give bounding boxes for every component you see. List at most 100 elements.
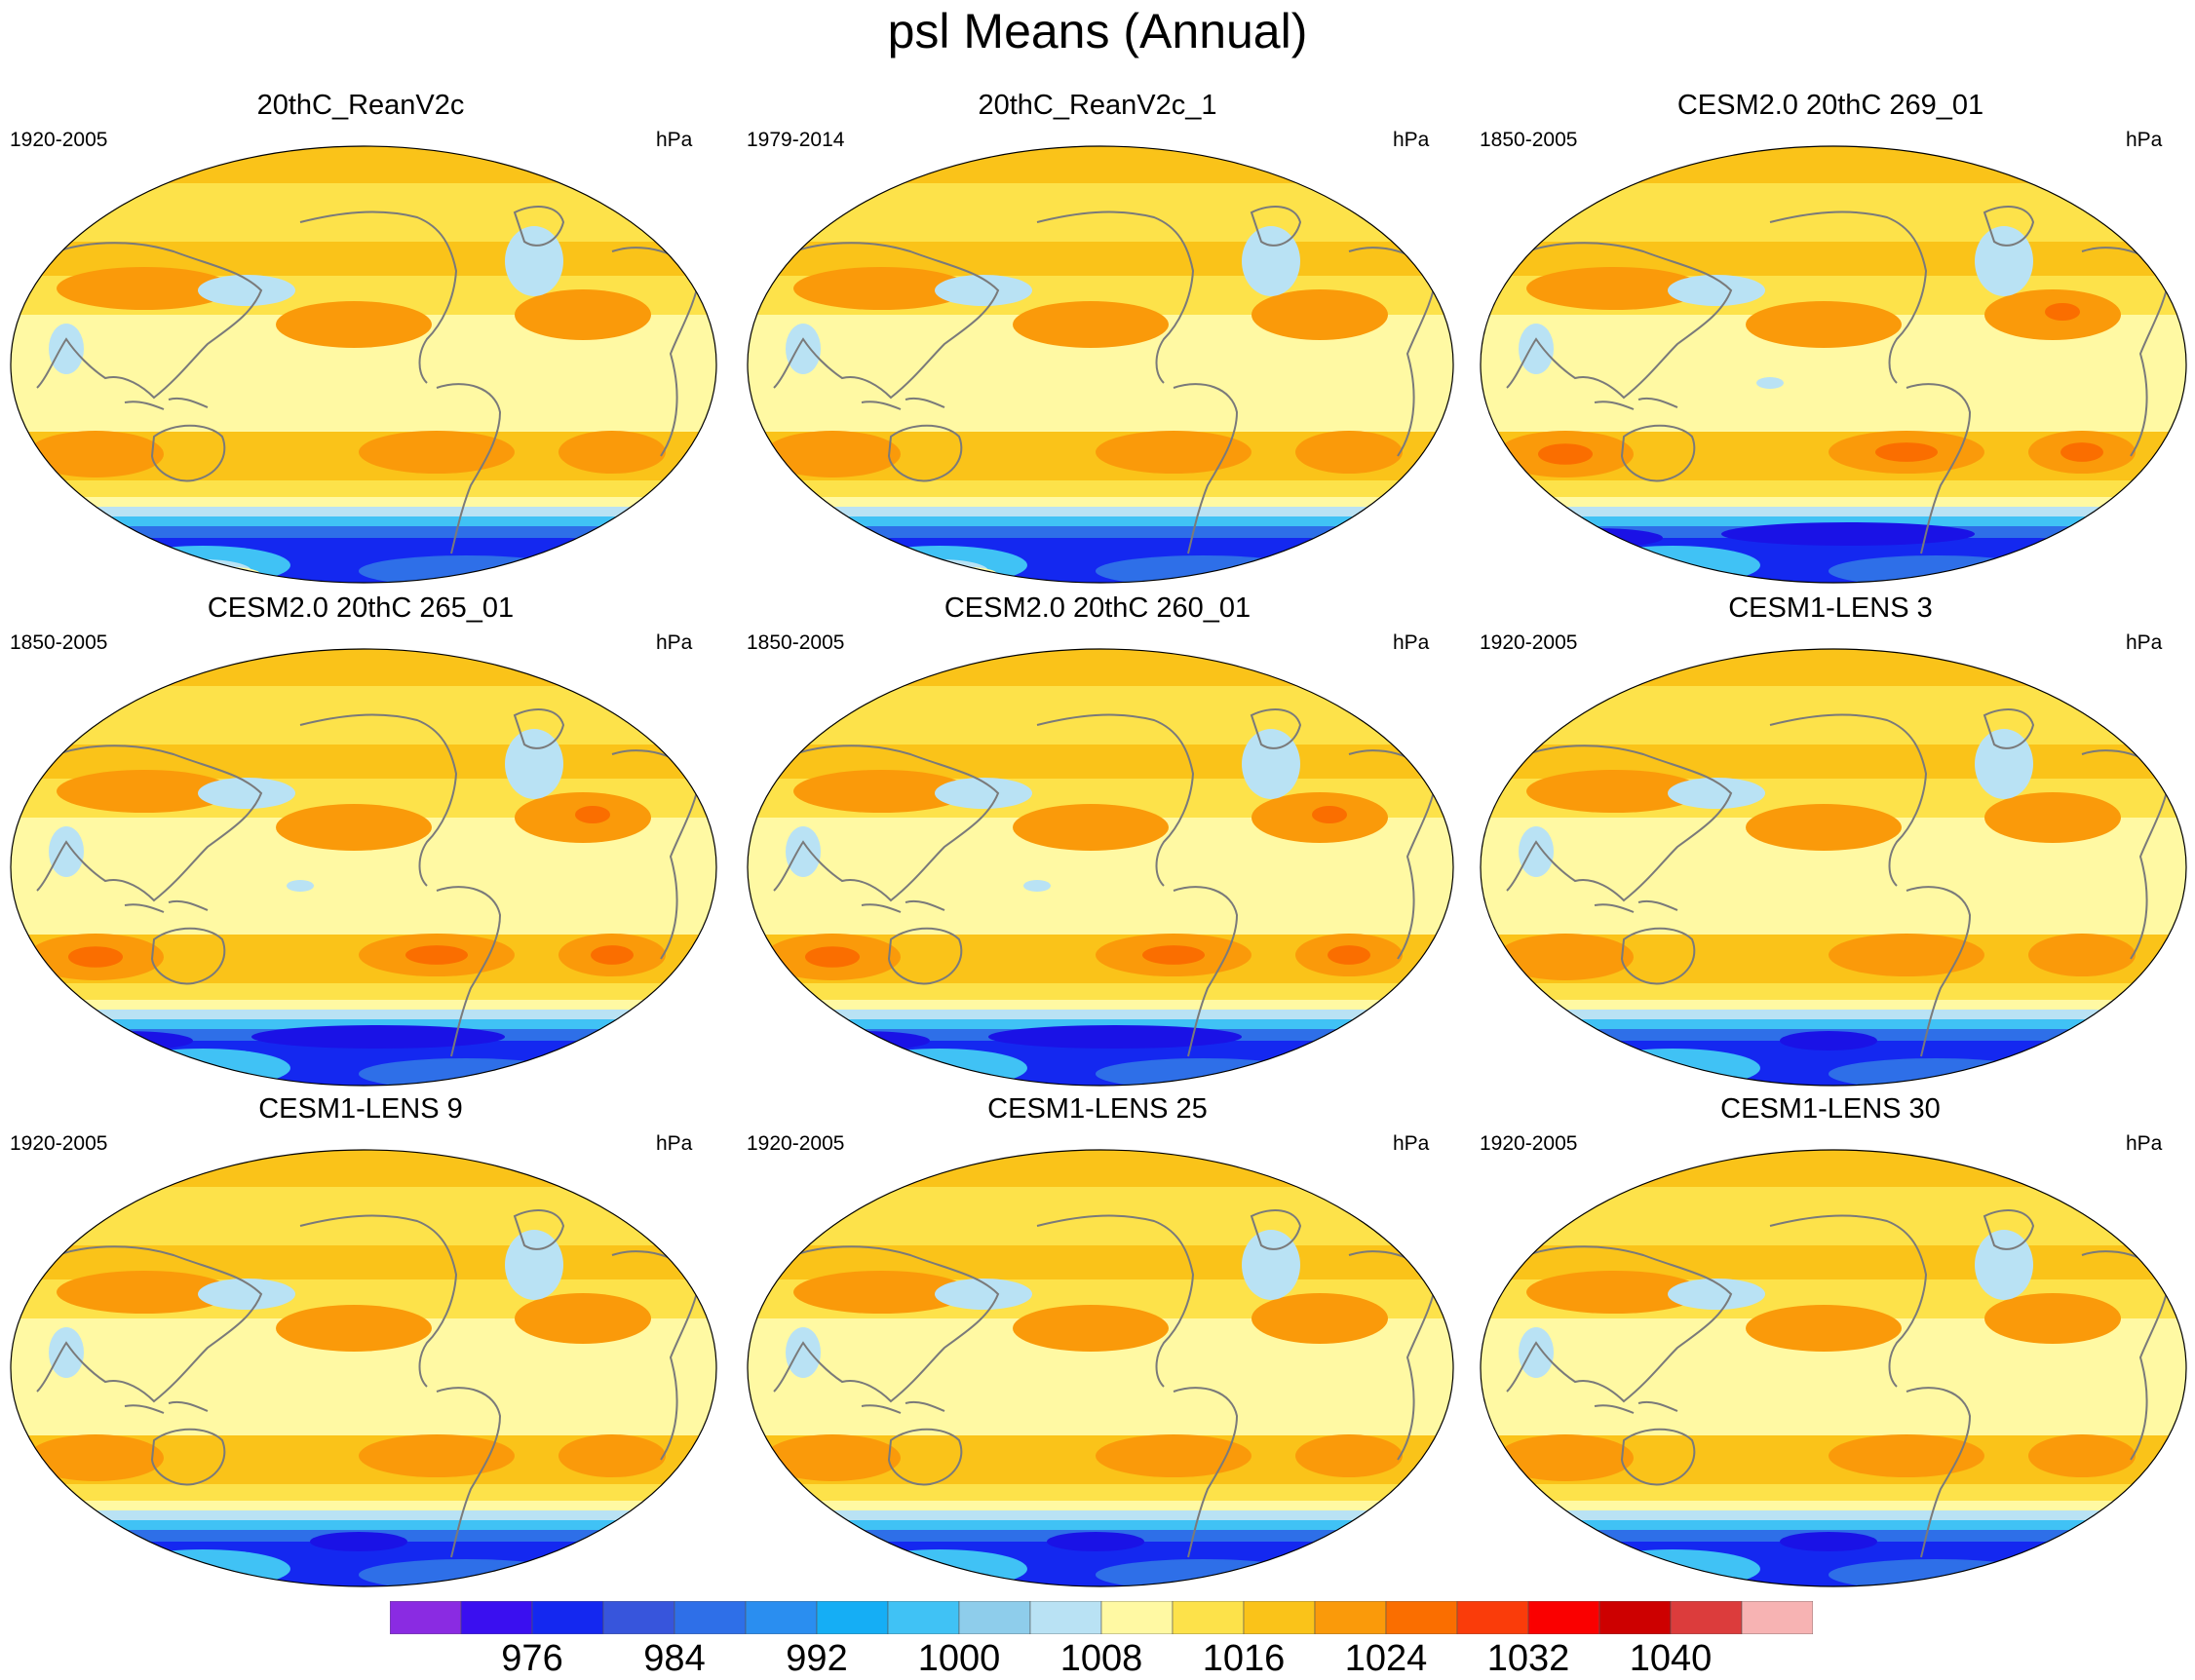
map-boundary xyxy=(10,648,717,1087)
colorbar-box xyxy=(1670,1601,1743,1634)
global-map xyxy=(1480,648,2187,1087)
global-map xyxy=(10,1149,717,1587)
map-boundary xyxy=(10,145,717,584)
pressure-band xyxy=(11,538,716,583)
aleutian-low xyxy=(1668,778,1765,809)
coastline xyxy=(1620,927,1696,985)
pressure-band xyxy=(11,507,716,516)
pressure-band xyxy=(748,516,1453,526)
coastline xyxy=(1348,247,1439,457)
colorbar-box xyxy=(887,1601,960,1634)
subtropical-high xyxy=(359,1434,515,1477)
aleutian-low xyxy=(198,275,295,306)
coastline xyxy=(436,1387,502,1558)
pressure-band xyxy=(11,1484,716,1501)
icelandic-low xyxy=(1242,1230,1300,1300)
antarctic-low xyxy=(1585,1049,1760,1086)
aleutian-low xyxy=(935,778,1032,809)
panel-units: hPa xyxy=(1393,1132,1430,1155)
siberian-high xyxy=(793,1271,969,1314)
azores-high-core xyxy=(2045,303,2080,321)
deep-low xyxy=(1047,1532,1144,1551)
pressure-band xyxy=(11,497,716,507)
subtropical-high-core xyxy=(1328,945,1370,965)
coastline xyxy=(2081,1250,2172,1461)
pressure-band xyxy=(748,526,1453,538)
colorbar-box xyxy=(602,1601,675,1634)
pressure-band xyxy=(1481,983,2186,1000)
pressure-band xyxy=(748,1510,1453,1520)
coastline xyxy=(1594,1401,1678,1414)
antarctic-low xyxy=(852,1049,1027,1086)
map-boundary xyxy=(1480,648,2187,1087)
pressure-band xyxy=(11,146,716,183)
icelandic-low xyxy=(505,729,563,799)
map-panel: 20thC_ReanV2c_1 1979-2014 hPa xyxy=(737,88,1458,584)
coastline xyxy=(150,927,226,985)
colorbar-box xyxy=(674,1601,747,1634)
colorbar-box xyxy=(460,1601,533,1634)
azores-high-core xyxy=(575,806,610,823)
coastline xyxy=(1250,206,1302,247)
south-asian-low xyxy=(1519,826,1554,877)
azores-high xyxy=(1984,1293,2121,1344)
pressure-band xyxy=(1481,1019,2186,1029)
tropical-low xyxy=(1023,880,1051,892)
siberian-high xyxy=(57,1271,232,1314)
pressure-band xyxy=(1481,497,2186,507)
coastline xyxy=(1769,210,1928,384)
pacific-high xyxy=(1013,1305,1169,1352)
azores-high xyxy=(1252,1293,1388,1344)
panel-units: hPa xyxy=(2126,631,2163,654)
pressure-band xyxy=(1481,480,2186,497)
pacific-high xyxy=(1746,804,1902,851)
panel-period: 1850-2005 xyxy=(747,631,845,654)
global-map xyxy=(1480,1149,2187,1587)
pacific-high xyxy=(276,804,432,851)
coastline xyxy=(887,1428,963,1486)
antarctic-low xyxy=(115,546,290,583)
map-boundary xyxy=(747,145,1454,584)
pacific-high xyxy=(276,301,432,348)
map-boundary xyxy=(1480,1149,2187,1587)
coastline xyxy=(1906,886,1972,1057)
coastline xyxy=(1620,1428,1696,1486)
coastline xyxy=(36,745,263,902)
icelandic-low xyxy=(1242,729,1300,799)
map-boundary xyxy=(747,648,1454,1087)
antarctic-low xyxy=(115,1049,290,1086)
colorbar xyxy=(390,1601,1813,1634)
subtropical-high xyxy=(1096,1434,1252,1477)
pressure-band xyxy=(748,1000,1453,1010)
pressure-band xyxy=(1481,649,2186,686)
pressure-band xyxy=(1481,1501,2186,1510)
pressure-band xyxy=(748,1484,1453,1501)
south-asian-low xyxy=(786,826,821,877)
coastline xyxy=(2081,749,2172,960)
pressure-band xyxy=(748,538,1453,583)
subtropical-high xyxy=(558,431,666,474)
antarctic-low xyxy=(852,546,1027,583)
coastline xyxy=(1983,1209,2035,1250)
antarctic-high xyxy=(940,567,998,583)
coastline xyxy=(887,424,963,482)
coastline xyxy=(299,713,458,887)
coastline xyxy=(887,927,963,985)
antarctic-high xyxy=(891,559,988,583)
pressure-band xyxy=(1481,507,2186,516)
panel-units: hPa xyxy=(2126,129,2163,151)
colorbar-label: 1024 xyxy=(1344,1638,1428,1679)
map-panel: 20thC_ReanV2c 1920-2005 hPa xyxy=(0,88,721,584)
global-map xyxy=(10,648,717,1087)
panel-period: 1920-2005 xyxy=(747,1132,845,1155)
subtropical-high xyxy=(1295,431,1403,474)
subtropical-high-core xyxy=(1538,443,1593,465)
panel-units: hPa xyxy=(656,1132,693,1155)
panel-units: hPa xyxy=(2126,1132,2163,1155)
antarctic-high xyxy=(154,559,251,583)
map-panel: CESM1-LENS 25 1920-2005 hPa xyxy=(737,1091,1458,1587)
coastline xyxy=(611,1250,702,1461)
pacific-high xyxy=(1013,804,1169,851)
subtropical-high xyxy=(764,1434,901,1481)
panel-period: 1920-2005 xyxy=(1480,631,1578,654)
